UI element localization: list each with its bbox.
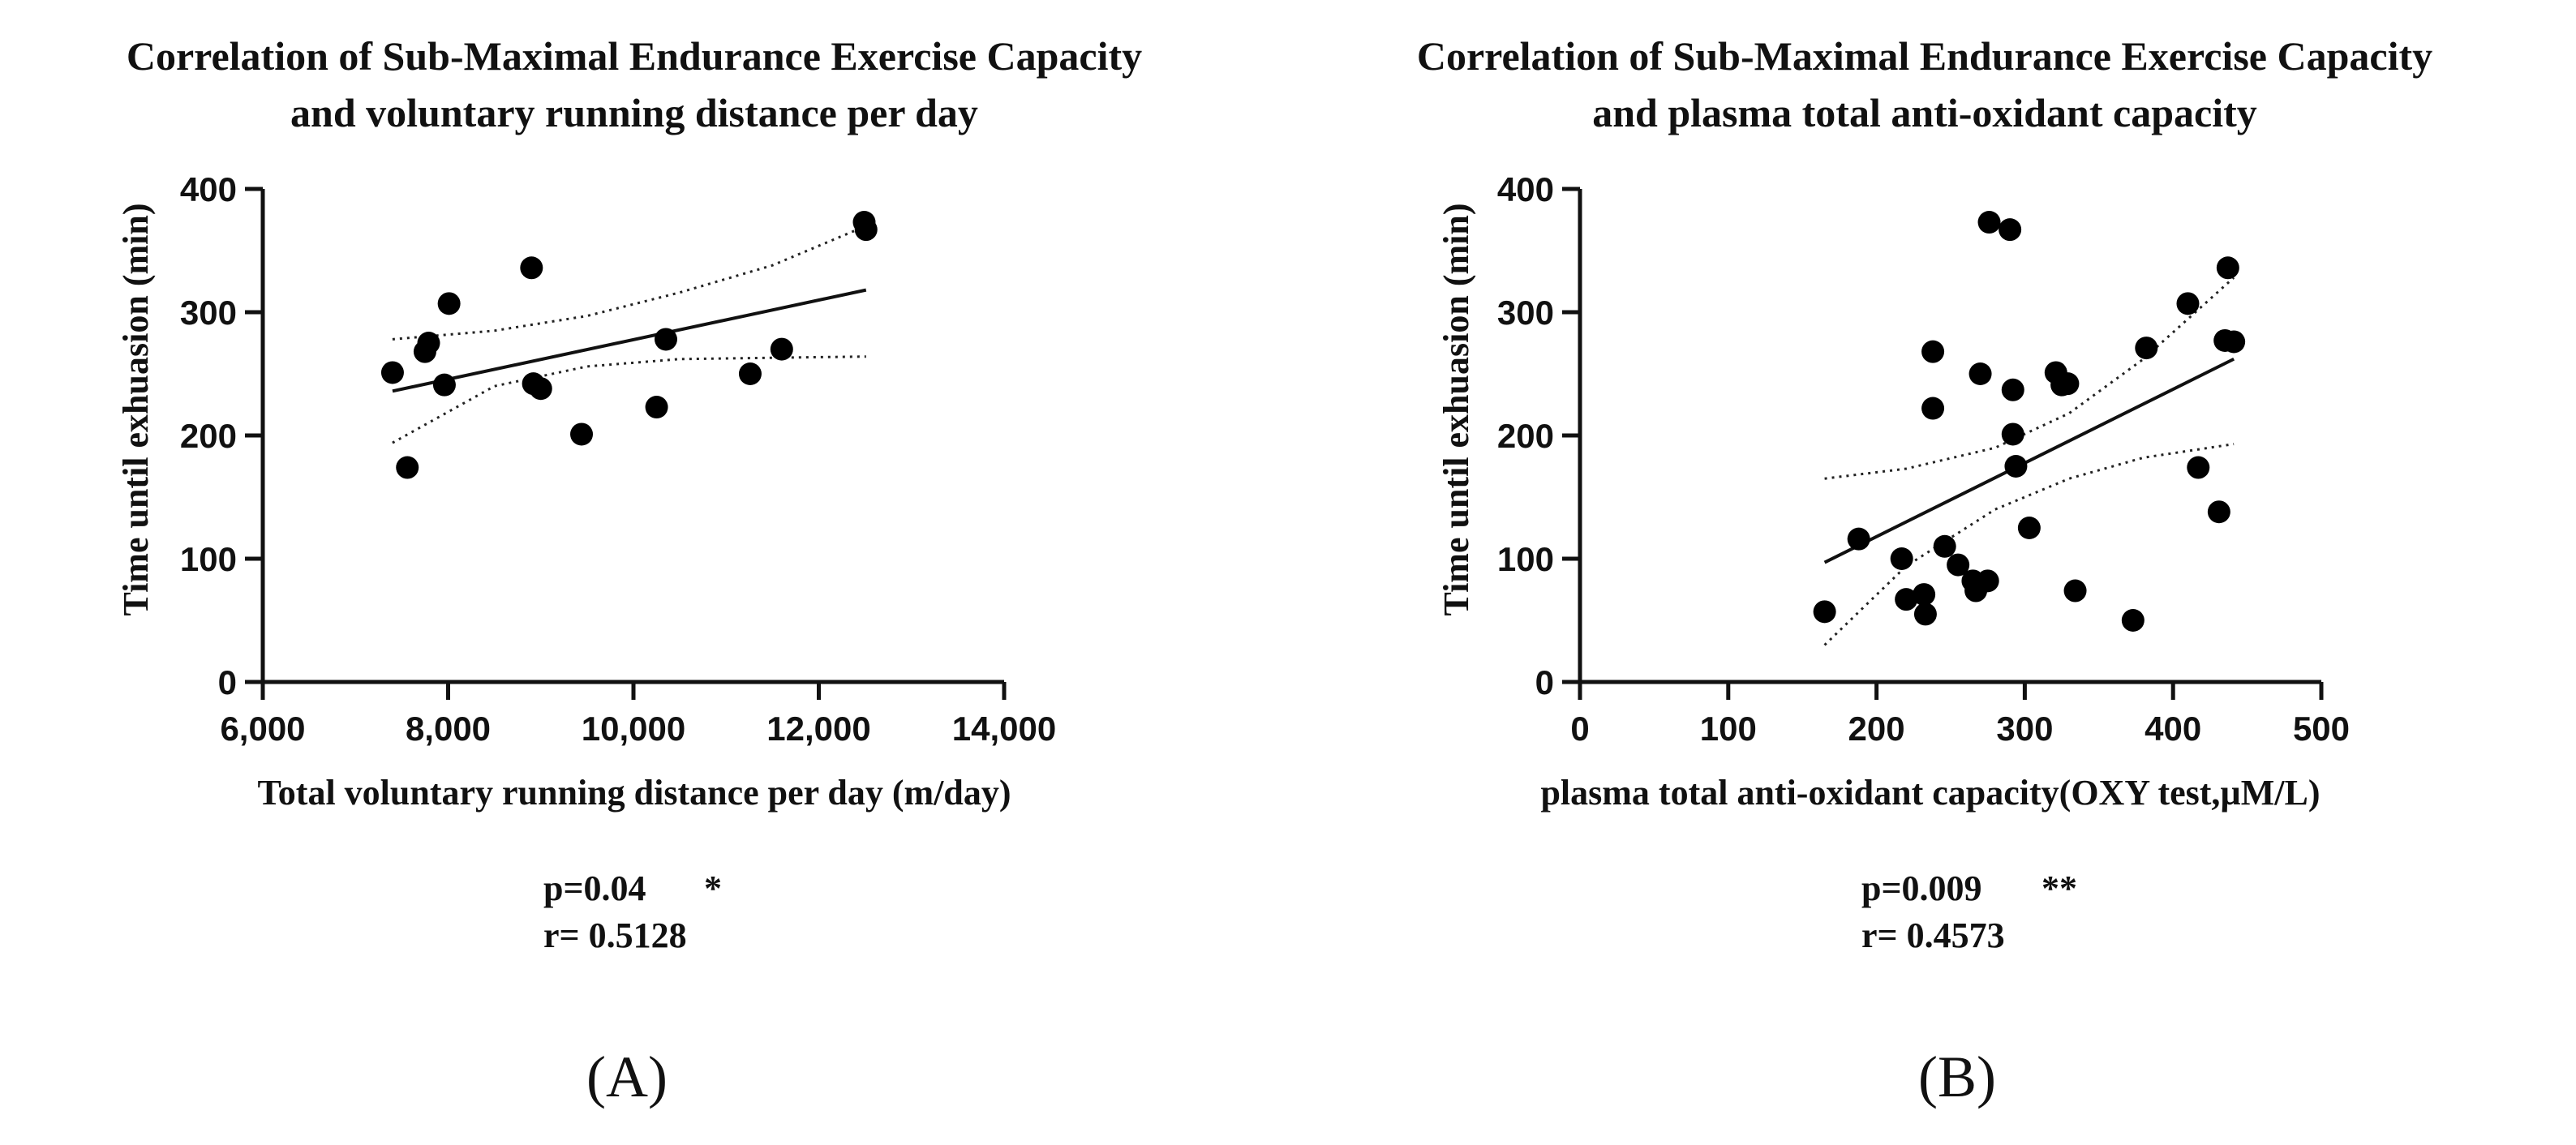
x-axis-label: Total voluntary running distance per day… — [257, 773, 1011, 813]
data-point — [1921, 397, 1945, 420]
data-point — [1976, 569, 1999, 593]
data-point — [2121, 609, 2145, 632]
p-value: p=0.009 — [1861, 868, 1982, 908]
x-tick-label: 8,000 — [406, 710, 491, 748]
y-tick-label: 0 — [218, 663, 237, 701]
data-point — [1977, 211, 2001, 234]
data-point — [2001, 378, 2024, 401]
y-tick-label: 200 — [180, 417, 237, 455]
panel-label: (A) — [586, 1044, 668, 1109]
data-point — [1847, 527, 1870, 551]
x-tick-label: 10,000 — [582, 710, 685, 748]
panel-label: (B) — [1918, 1044, 1996, 1109]
data-point — [2063, 579, 2087, 603]
data-point — [654, 328, 677, 351]
data-point — [432, 373, 456, 397]
y-tick-label: 0 — [1535, 663, 1554, 701]
data-point — [570, 422, 594, 446]
p-significance: * — [704, 868, 722, 908]
y-tick-label: 200 — [1497, 417, 1554, 455]
x-tick-label: 400 — [2145, 710, 2201, 748]
p-value: p=0.04 — [543, 868, 646, 908]
data-point — [1999, 218, 2022, 242]
chart-title-line2: and voluntary running distance per day — [290, 90, 978, 135]
data-point — [2222, 330, 2246, 354]
data-point — [2207, 500, 2230, 524]
data-point — [529, 377, 552, 401]
data-point — [645, 396, 668, 419]
y-tick-label: 100 — [1497, 540, 1554, 578]
regression-line — [1823, 357, 2235, 564]
data-point — [1913, 603, 1937, 626]
regression-line — [392, 288, 867, 393]
data-point — [380, 361, 404, 384]
y-axis-label: Time until exhuasion (min) — [116, 204, 156, 616]
x-tick-label: 14,000 — [952, 710, 1056, 748]
chart-title-line1: Correlation of Sub-Maximal Endurance Exe… — [1417, 33, 2432, 79]
x-tick-label: 200 — [1848, 710, 1905, 748]
x-tick-label: 6,000 — [220, 710, 305, 748]
data-point — [1913, 583, 1936, 607]
ci-lower-curve — [392, 355, 866, 444]
y-tick-label: 300 — [1497, 294, 1554, 332]
data-point — [1895, 588, 1918, 611]
data-point — [2056, 372, 2080, 396]
chart-title-line1: Correlation of Sub-Maximal Endurance Exe… — [127, 33, 1142, 79]
x-tick-label: 300 — [1996, 710, 2053, 748]
data-point — [2004, 455, 2028, 478]
data-point — [738, 362, 762, 385]
p-significance: ** — [2041, 868, 2077, 908]
data-point — [2216, 256, 2239, 280]
data-point — [2001, 422, 2024, 446]
ci-upper-curve — [1824, 277, 2235, 480]
plot-area: 0 100 200 300 400 6,000 8,000 10,000 12,000 14,00… — [180, 170, 1056, 748]
data-point — [1968, 362, 1992, 385]
x-axis-label: plasma total anti-oxidant capacity(OXY t… — [1540, 773, 2320, 813]
panel-b: Correlation of Sub-Maximal Endurance Exe… — [1417, 33, 2432, 1109]
data-point — [1921, 340, 1945, 363]
y-tick-label: 300 — [180, 294, 237, 332]
data-point — [437, 292, 461, 315]
data-point — [770, 337, 793, 361]
panel-a: Correlation of Sub-Maximal Endurance Exe… — [116, 33, 1142, 1109]
y-axis-label: Time until exhuasion (min) — [1436, 204, 1476, 616]
chart-title-line2: and plasma total anti-oxidant capacity — [1592, 90, 2257, 135]
x-tick-label: 0 — [1570, 710, 1589, 748]
data-point — [1890, 547, 1913, 570]
data-point — [2017, 517, 2041, 539]
data-point — [1813, 600, 1836, 624]
data-point — [2176, 292, 2200, 315]
data-point — [417, 332, 440, 354]
data-point — [396, 456, 419, 479]
data-point — [2187, 456, 2210, 479]
x-tick-label: 12,000 — [766, 710, 870, 748]
data-point — [1947, 553, 1970, 577]
x-tick-label: 100 — [1700, 710, 1757, 748]
ci-lower-curve — [1823, 443, 2235, 646]
data-point — [2135, 337, 2158, 360]
ci-upper-curve — [392, 225, 867, 341]
plot-area: 0 100 200 300 400 0 100 200 300 400 500 — [1497, 170, 2350, 748]
y-tick-label: 100 — [180, 540, 237, 578]
data-point — [520, 256, 543, 280]
data-point — [1933, 534, 1956, 558]
data-point — [854, 218, 878, 242]
r-value: r= 0.5128 — [543, 916, 687, 955]
r-value: r= 0.4573 — [1861, 916, 2005, 955]
x-tick-label: 500 — [2293, 710, 2350, 748]
y-tick-label: 400 — [1497, 170, 1554, 208]
y-tick-label: 400 — [180, 170, 237, 208]
